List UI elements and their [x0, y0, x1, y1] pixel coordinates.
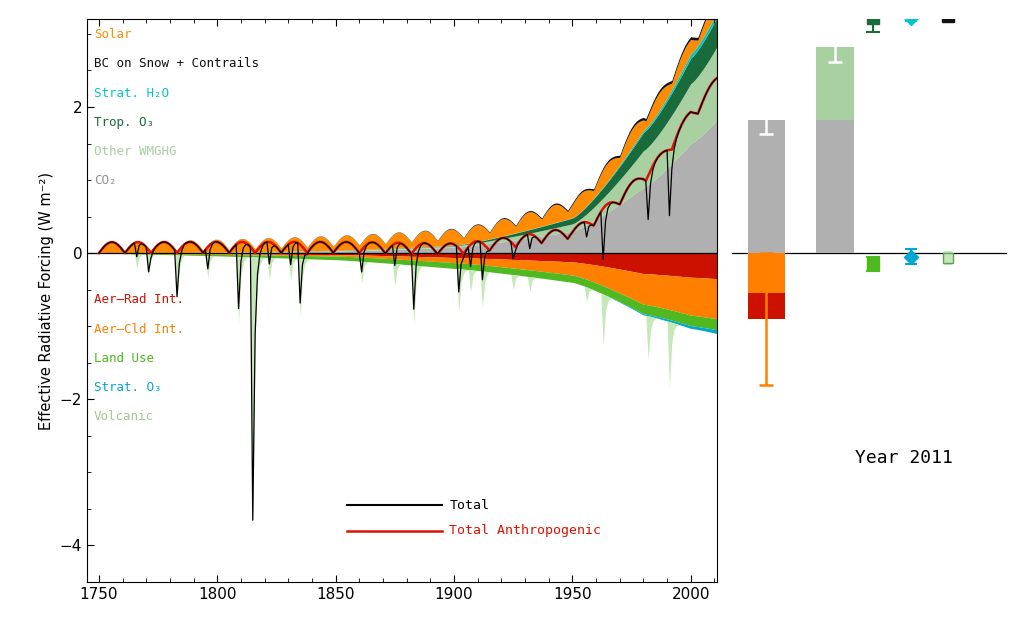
Text: Year 2011: Year 2011	[855, 449, 952, 467]
Text: Aer–Rad Int.: Aer–Rad Int.	[94, 293, 184, 306]
Text: Solar: Solar	[94, 28, 132, 41]
Text: Volcanic: Volcanic	[94, 410, 155, 423]
Bar	[816, 47, 854, 120]
Text: Total: Total	[450, 499, 489, 512]
Bar	[748, 293, 785, 319]
Text: Strat. H₂O: Strat. H₂O	[94, 87, 169, 100]
Text: Other WMGHG: Other WMGHG	[94, 145, 177, 158]
Text: Strat. O₃: Strat. O₃	[94, 381, 162, 394]
Text: Land Use: Land Use	[94, 352, 155, 365]
Text: Trop. O₃: Trop. O₃	[94, 116, 155, 129]
Text: Total Anthropogenic: Total Anthropogenic	[450, 524, 601, 538]
Bar	[816, 120, 854, 253]
Bar	[748, 253, 785, 293]
Y-axis label: Effective Radiative Forcing (W m⁻²): Effective Radiative Forcing (W m⁻²)	[39, 172, 54, 430]
Bar	[748, 120, 785, 253]
Text: BC on Snow + Contrails: BC on Snow + Contrails	[94, 57, 259, 70]
Text: Aer–Cld Int.: Aer–Cld Int.	[94, 323, 184, 336]
Text: CO₂: CO₂	[94, 174, 117, 187]
